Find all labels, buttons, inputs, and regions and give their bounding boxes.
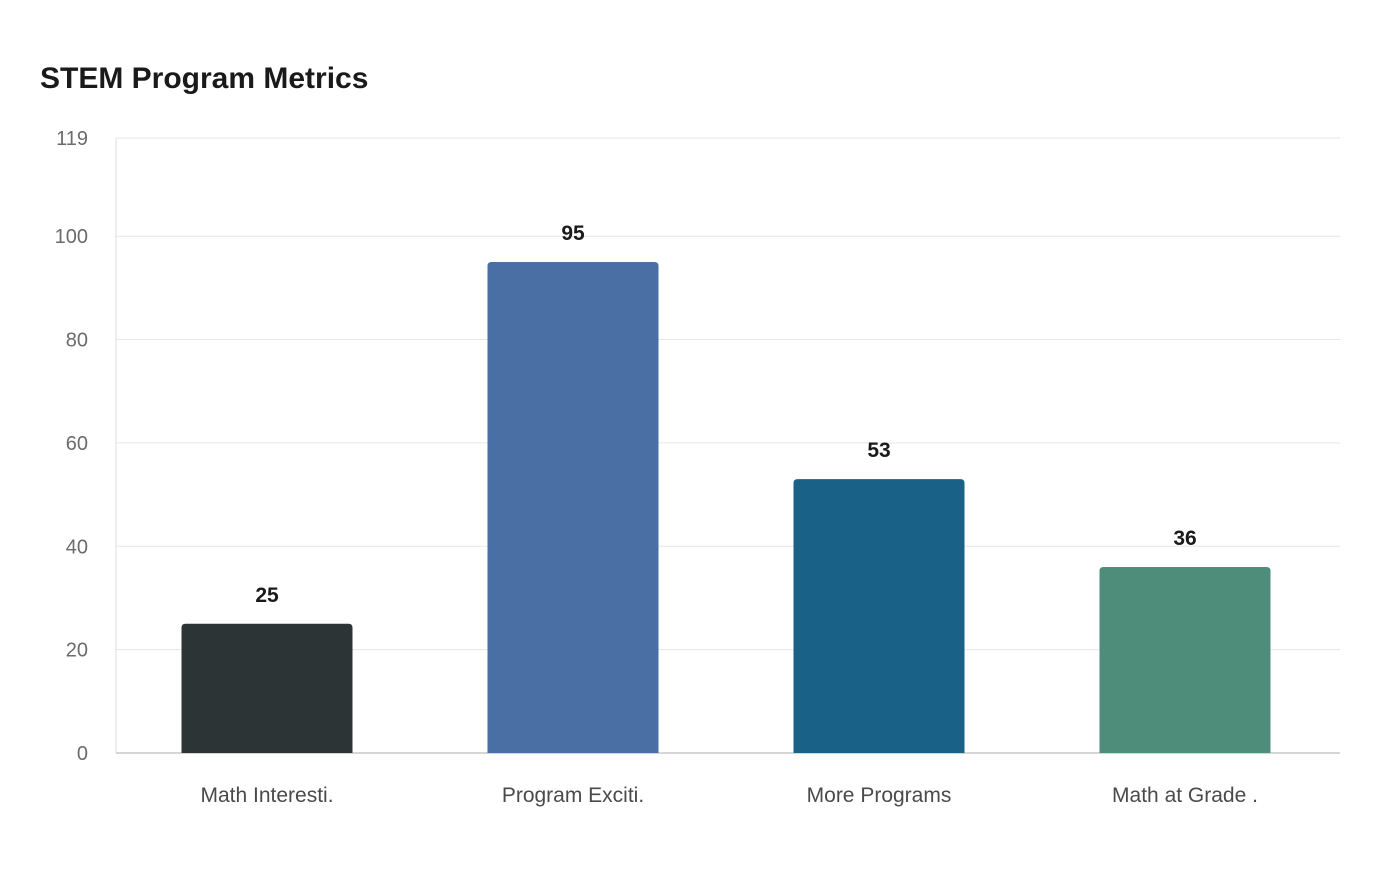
y-tick-label: 60 xyxy=(66,433,88,455)
x-category-label: Math Interesti. xyxy=(200,784,333,807)
bar xyxy=(181,623,353,753)
y-tick-label: 20 xyxy=(66,640,88,662)
bars xyxy=(181,262,1271,753)
x-category-label: Program Exciti. xyxy=(502,784,644,807)
x-category-label: More Programs xyxy=(807,784,952,807)
bar xyxy=(487,262,659,753)
bar-value-label: 36 xyxy=(1173,527,1196,550)
labels: 0 20 40 60 80 100 119 25 Math Interesti. 95 Progra… xyxy=(55,128,1258,807)
y-tick-label: 0 xyxy=(77,743,88,765)
bar-value-label: 95 xyxy=(561,222,585,245)
y-tick-label: 40 xyxy=(66,536,88,558)
bar-value-label: 25 xyxy=(255,584,279,607)
y-tick-label: 80 xyxy=(66,330,88,352)
bar xyxy=(793,479,965,753)
x-category-label: Math at Grade . xyxy=(1112,784,1258,807)
bar xyxy=(1099,566,1271,753)
bar-value-label: 53 xyxy=(867,439,890,462)
y-tick-label: 119 xyxy=(56,128,88,150)
chart-title: STEM Program Metrics xyxy=(40,62,369,95)
y-tick-label: 100 xyxy=(55,226,88,248)
